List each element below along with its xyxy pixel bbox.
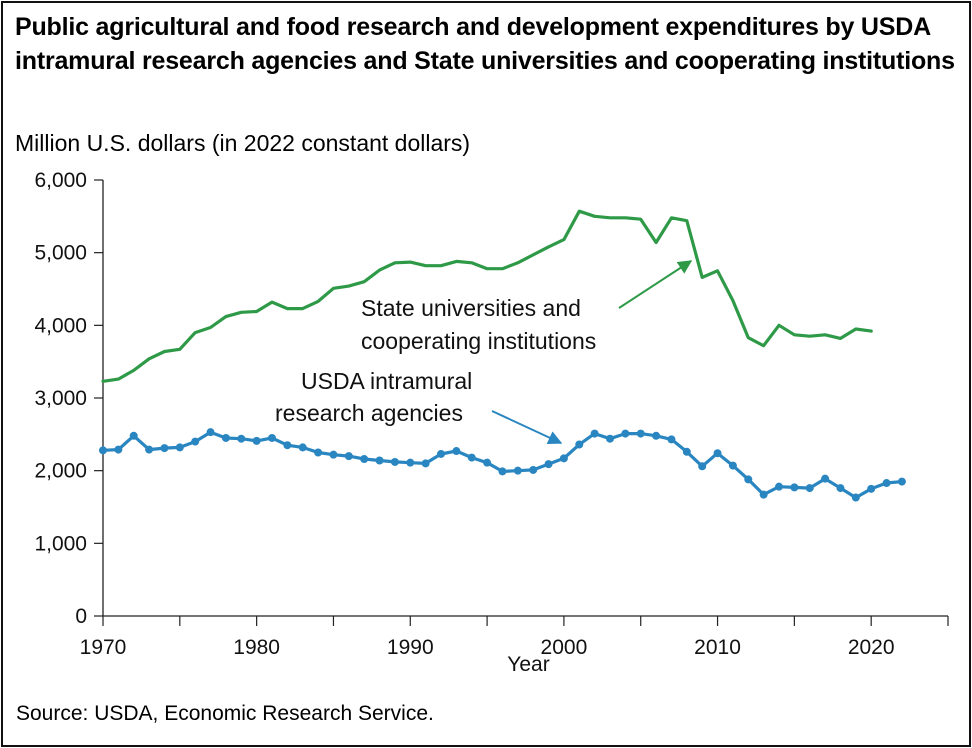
usda-data-point [483, 458, 492, 467]
usda-data-point [836, 484, 845, 493]
usda-data-point [467, 453, 476, 462]
usda-data-point [268, 433, 276, 442]
x-tick-label: 2010 [694, 636, 741, 659]
usda-data-point [882, 479, 891, 488]
usda-data-point [728, 461, 737, 470]
usda-data-point [744, 475, 753, 484]
usda-data-point [790, 483, 799, 492]
chart-title: Public agricultural and food research an… [15, 13, 955, 75]
y-tick-label: 6,000 [34, 169, 87, 192]
usda-data-point [636, 429, 645, 438]
usda-data-point [375, 456, 384, 465]
source-note: Source: USDA, Economic Research Service. [16, 702, 434, 725]
usda-intramural-label: research agencies [275, 400, 463, 426]
usda-data-point [298, 443, 307, 452]
usda-data-point [114, 445, 123, 454]
y-tick-label: 1,000 [34, 532, 87, 555]
state-universities-line [101, 209, 873, 383]
usda-data-point [759, 490, 768, 499]
state-universities-arrow [618, 260, 693, 309]
usda-data-point [529, 465, 538, 474]
usda-data-point [606, 434, 614, 443]
usda-data-point [390, 457, 399, 466]
usda-data-point [252, 436, 261, 445]
usda-data-point [221, 433, 230, 442]
usda-data-point [698, 462, 707, 471]
y-tick-label: 4,000 [34, 314, 87, 337]
usda-data-point [498, 467, 507, 476]
usda-data-point [175, 443, 184, 452]
y-tick-label: 0 [75, 605, 87, 628]
usda-data-point [652, 431, 661, 440]
series-layer [99, 209, 906, 502]
x-tick-label: 2020 [848, 636, 895, 659]
usda-data-point [775, 482, 783, 491]
state-universities-label: State universities and [361, 295, 581, 321]
usda-data-point [237, 434, 246, 443]
y-axis-label: Million U.S. dollars (in 2022 constant d… [15, 130, 471, 156]
usda-data-point [283, 441, 292, 450]
usda-data-point [867, 484, 876, 493]
usda-intramural-label: USDA intramural [301, 368, 472, 394]
usda-data-point [344, 452, 353, 461]
usda-data-point [421, 459, 430, 468]
usda-data-point [437, 449, 445, 458]
usda-data-point [851, 493, 860, 502]
usda-data-point [452, 447, 461, 456]
usda-data-point [406, 458, 415, 467]
y-tick-label: 2,000 [34, 460, 87, 483]
usda-data-point [575, 440, 584, 449]
usda-data-point [682, 447, 691, 456]
usda-data-point [329, 450, 338, 459]
x-tick-label: 2000 [541, 636, 588, 659]
usda-data-point [99, 446, 107, 455]
usda-data-point [206, 428, 215, 437]
x-tick-label: 1980 [233, 636, 280, 659]
y-tick-label: 3,000 [34, 387, 87, 410]
usda-data-point [590, 429, 599, 438]
usda-data-point [897, 477, 906, 486]
usda-data-point [129, 431, 138, 440]
x-tick-label: 1990 [387, 636, 434, 659]
usda-data-point [360, 455, 369, 464]
x-tick-label: 1970 [80, 636, 127, 659]
axes: 0 1,000 2,000 3,000 4,000 5,000 6,000 1970 1980 1… [34, 169, 949, 676]
y-tick-label: 5,000 [34, 242, 87, 265]
state-universities-label: cooperating institutions [361, 328, 596, 354]
usda-data-point [191, 437, 200, 446]
usda-data-point [559, 454, 568, 463]
usda-data-point [805, 484, 814, 493]
x-axis-label: Year [507, 653, 549, 676]
usda-intramural-arrow [491, 410, 563, 445]
usda-data-point [544, 460, 553, 469]
usda-data-point [821, 474, 830, 483]
usda-data-point [314, 448, 323, 457]
usda-data-point [160, 444, 169, 453]
annotations: State universities and cooperating instit… [275, 260, 693, 445]
usda-data-point [667, 435, 676, 444]
usda-data-point [621, 429, 630, 438]
usda-data-point [145, 445, 154, 454]
usda-data-point [513, 466, 522, 475]
usda-data-point [713, 449, 722, 458]
